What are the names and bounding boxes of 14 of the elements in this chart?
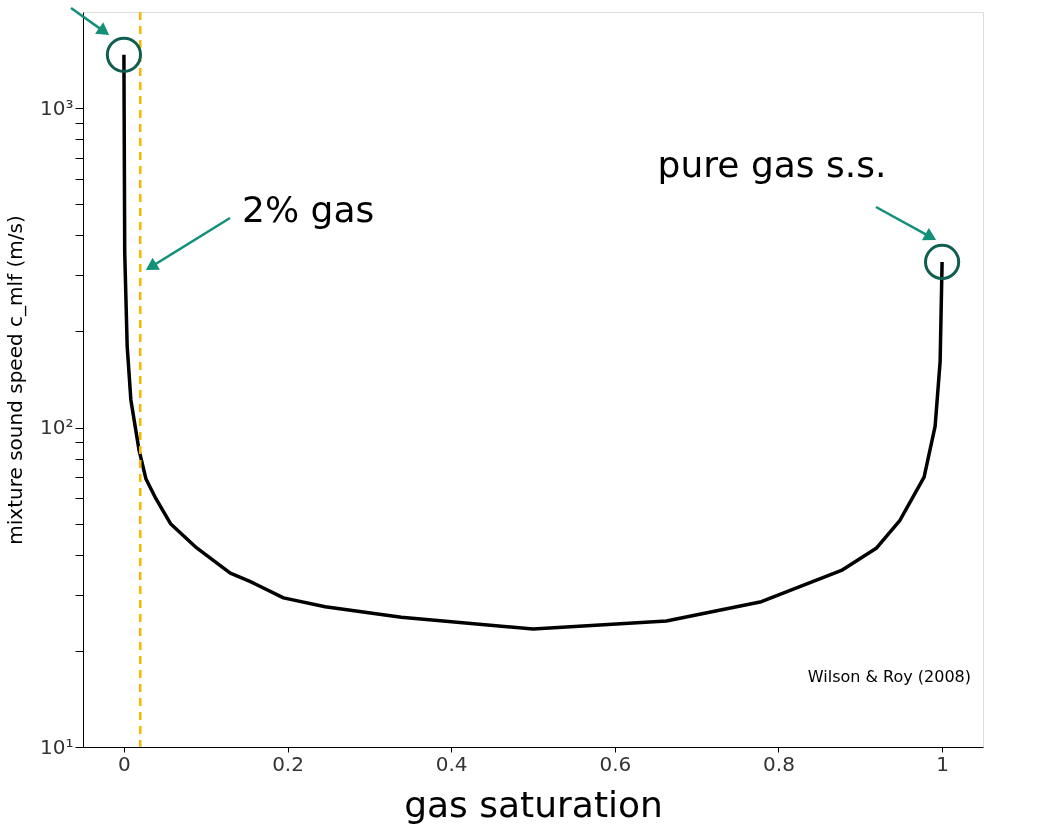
annotation: pure gas s.s.	[657, 144, 887, 185]
x-tick-label: 0.8	[763, 751, 795, 776]
x-tick-label: 0	[118, 751, 131, 776]
x-tick-label: 0.6	[599, 751, 632, 776]
y-axis-title: mixture sound speed c_mlf (m/s)	[3, 215, 28, 545]
x-axis-title: gas saturation	[404, 783, 663, 825]
x-tick-label: 1	[936, 751, 949, 776]
y-tick-label: 10¹	[40, 734, 74, 759]
annotation: 2% gas	[242, 189, 375, 230]
annotation: Wilson & Roy (2008)	[807, 667, 971, 686]
x-tick-label: 0.2	[272, 751, 304, 776]
y-tick-label: 10³	[40, 95, 74, 120]
x-tick-label: 0.4	[435, 751, 468, 776]
y-tick-label: 10²	[40, 415, 74, 440]
